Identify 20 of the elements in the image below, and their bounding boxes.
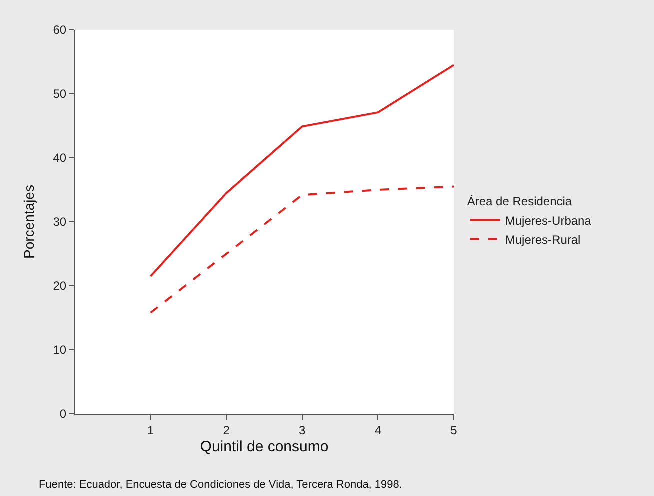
x-tick-label: 1 xyxy=(147,423,154,438)
x-axis-title: Quintil de consumo xyxy=(200,438,329,456)
y-tick-label: 30 xyxy=(53,215,67,230)
legend-title: Área de Residencia xyxy=(467,194,572,209)
source-note: Fuente: Ecuador, Encuesta de Condiciones de Vida, Tercera Ronda, 1998. xyxy=(39,479,402,491)
legend-label: Mujeres-Rural xyxy=(505,232,581,247)
x-tick-label: 3 xyxy=(299,423,306,438)
line-series xyxy=(150,64,454,278)
legend-label: Mujeres-Urbana xyxy=(505,214,592,228)
line-series xyxy=(150,186,454,314)
y-tick-label: 20 xyxy=(53,279,67,294)
x-tick-label: 5 xyxy=(450,423,458,438)
y-tick-label: 40 xyxy=(53,151,67,166)
x-tick-label: 2 xyxy=(223,423,230,438)
y-tick-label: 50 xyxy=(53,87,67,102)
y-axis-title: Porcentajes xyxy=(20,185,37,259)
x-tick-label: 4 xyxy=(374,423,382,438)
y-tick-label: 10 xyxy=(53,343,67,358)
y-tick-label: 0 xyxy=(60,407,67,422)
y-tick-label: 60 xyxy=(53,23,67,38)
